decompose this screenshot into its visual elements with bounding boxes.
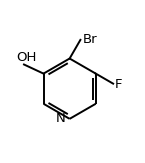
- Text: OH: OH: [16, 51, 36, 64]
- Text: Br: Br: [83, 33, 97, 46]
- Text: F: F: [115, 78, 122, 91]
- Text: N: N: [56, 112, 66, 125]
